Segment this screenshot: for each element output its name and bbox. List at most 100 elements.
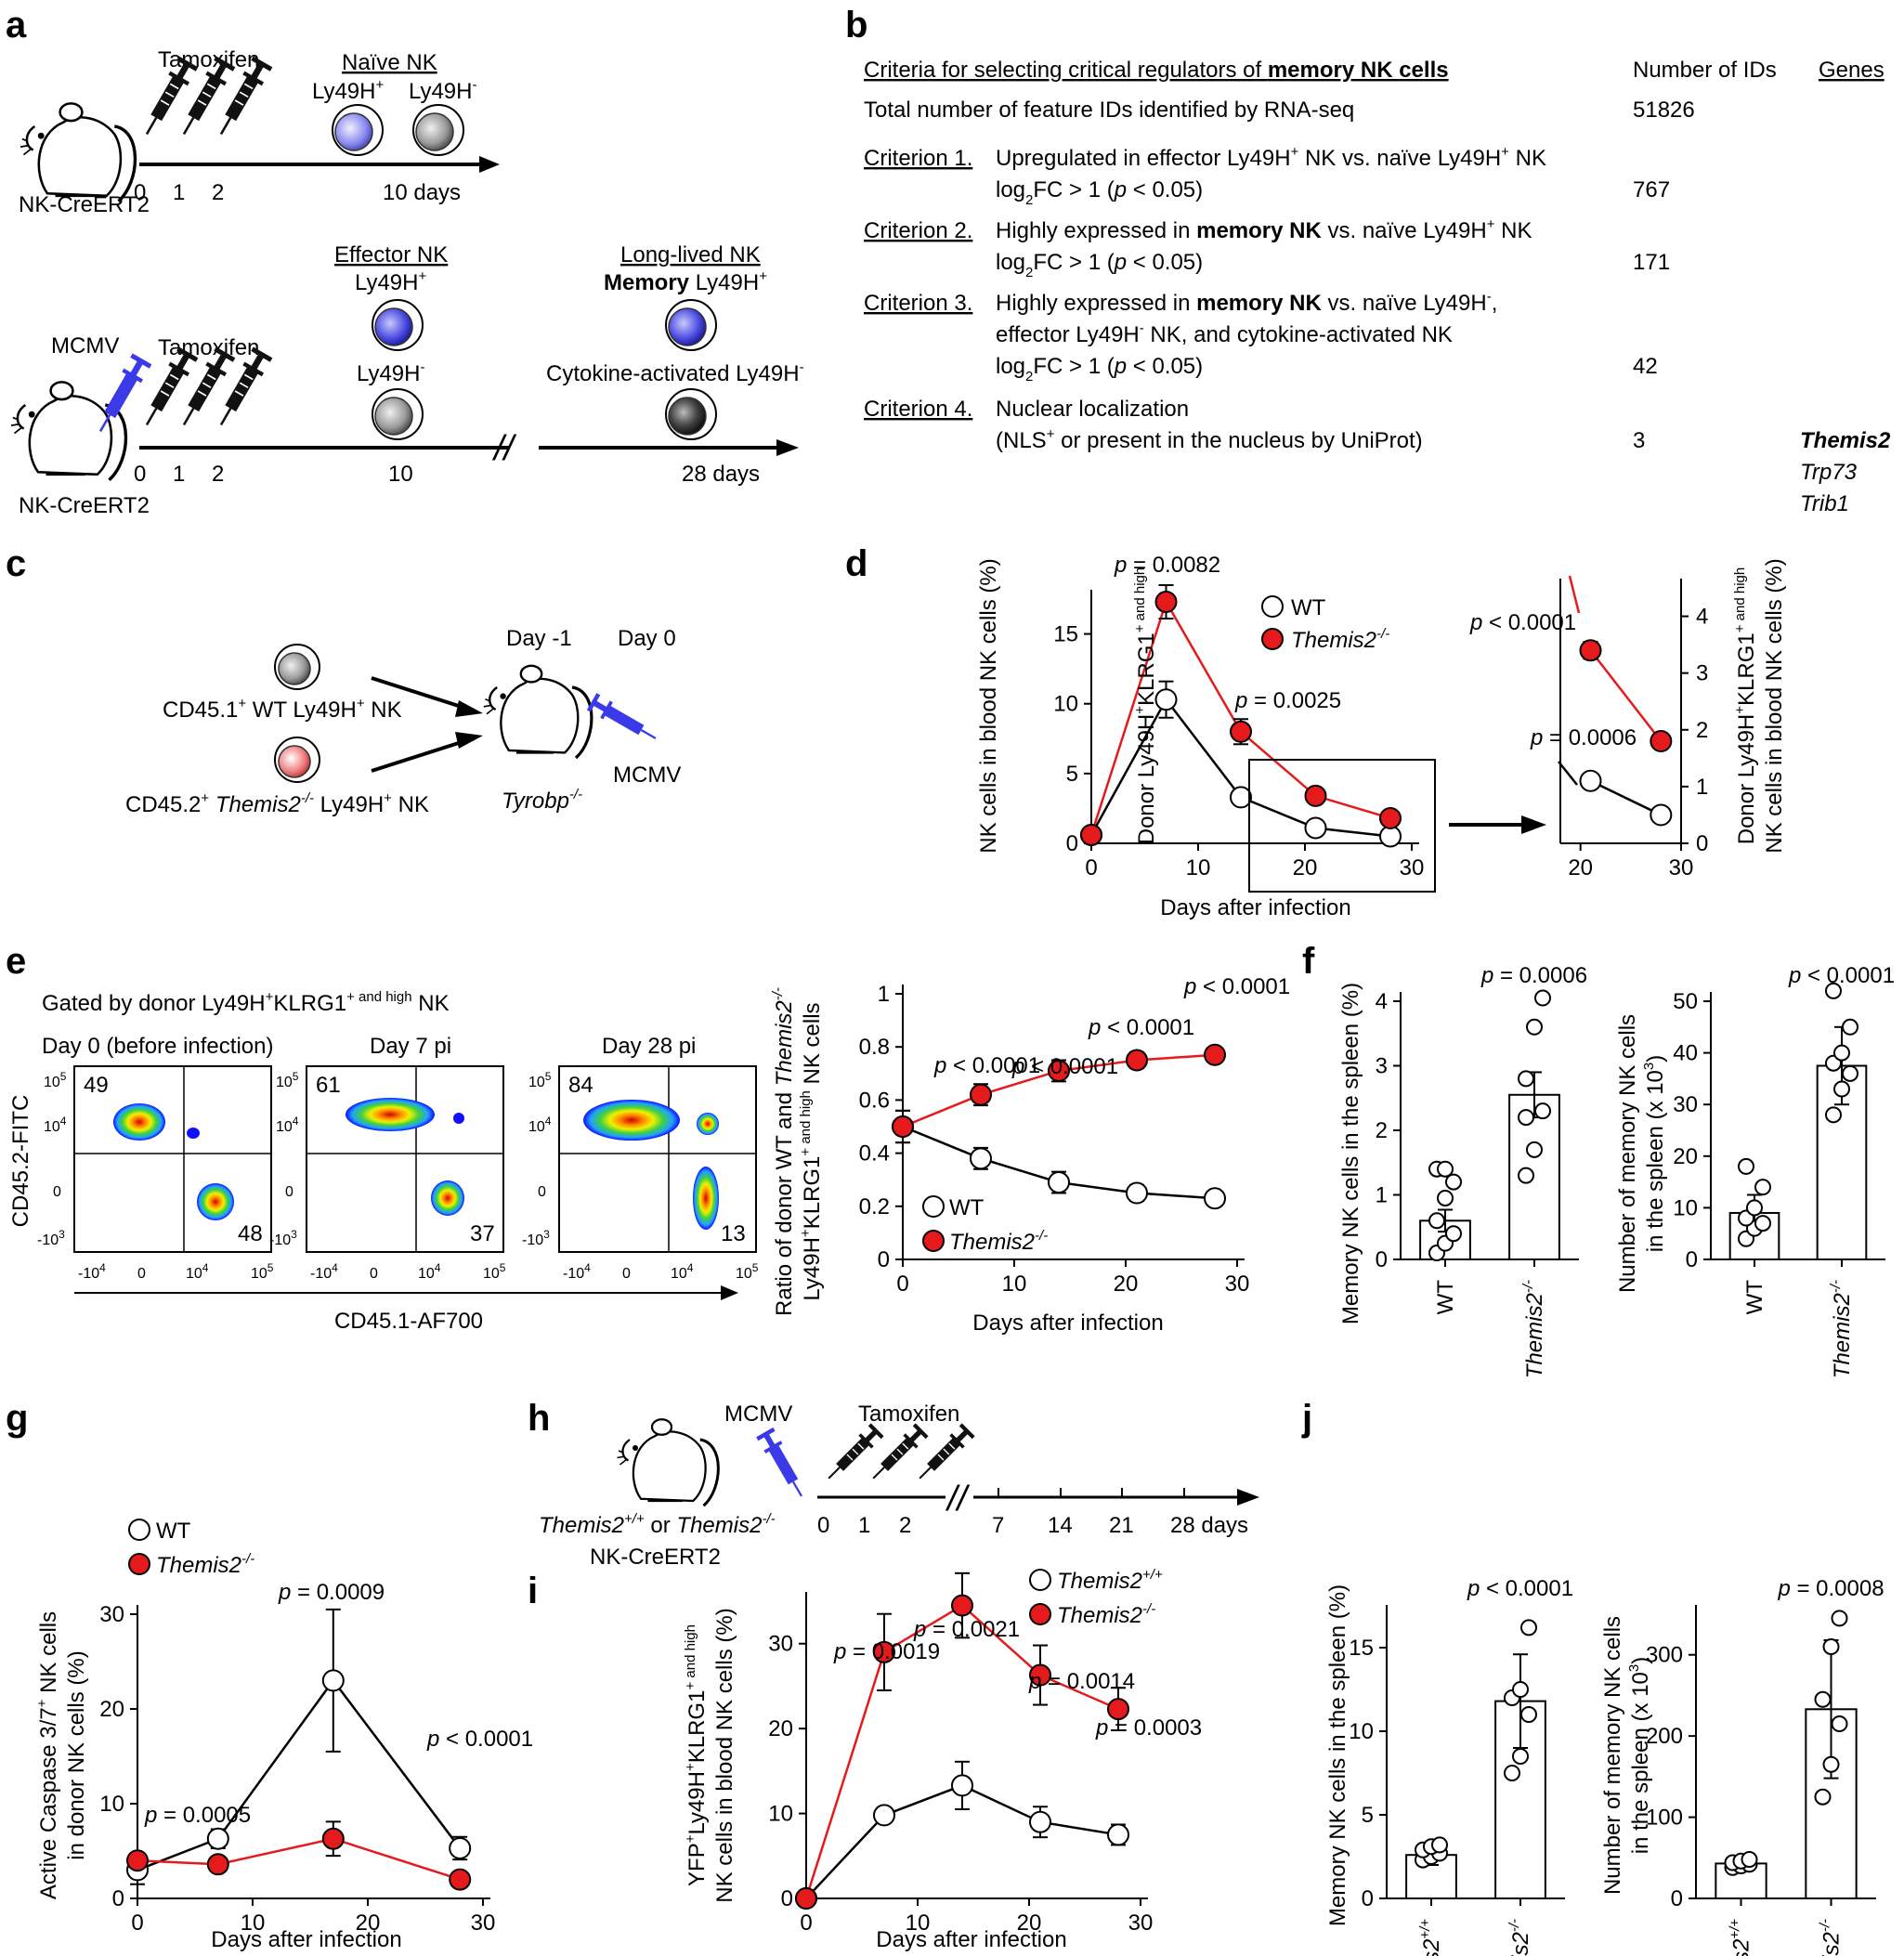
g-ylabel-1: Active Caspase 3/7+ NK cells <box>34 1611 61 1899</box>
chart-j-right: 0 100 200 300 Themis2+/+ Themis2-/- p = 0.0008 <box>1646 1576 1884 1956</box>
svg-text:0: 0 <box>285 1184 293 1200</box>
individual-point <box>1534 1102 1551 1120</box>
flow-ylabel: CD45.2-FITC <box>8 1095 33 1228</box>
ly49h-pos-label: Ly49H+ <box>355 268 426 295</box>
svg-text:-104: -104 <box>310 1261 338 1282</box>
tamoxifen-label-bottom: Tamoxifen <box>158 335 259 360</box>
svg-text:105: 105 <box>251 1261 274 1282</box>
criterion-3: Criterion 3. <box>864 291 972 316</box>
gene-trib1: Trib1 <box>1800 491 1849 516</box>
data-point-wt <box>1107 1823 1129 1846</box>
mouse-label-bottom: NK-CreERT2 <box>19 493 150 518</box>
wt-cells-label: CD45.1+ WT Ly49H+ NK <box>163 696 402 723</box>
panel-label-g: g <box>6 1398 28 1439</box>
tamoxifen-label: Tamoxifen <box>858 1402 959 1427</box>
criterion-4-line2: (NLS+ or present in the nucleus by UniPr… <box>996 426 1423 453</box>
y-tick-label: 5 <box>1362 1803 1374 1828</box>
day-label: 0 <box>134 180 146 205</box>
arrow-head-icon <box>776 439 799 456</box>
legend-marker-wt <box>128 1519 150 1541</box>
individual-point <box>1520 1619 1537 1637</box>
x-tick-label: 30 <box>1128 1910 1154 1936</box>
individual-point <box>1814 1690 1832 1708</box>
mouse-icon <box>616 1417 720 1507</box>
individual-point <box>1842 1018 1858 1036</box>
category-label: Themis2+/+ <box>1728 1919 1754 1956</box>
day-label: 28 days <box>1170 1513 1248 1538</box>
legend-marker-ko <box>128 1553 150 1575</box>
x-tick-label: 10 <box>241 1910 266 1936</box>
data-point-wt <box>1230 786 1252 809</box>
category-label: Themis2-/- <box>1828 1280 1855 1378</box>
arrow-head-icon <box>455 732 483 749</box>
flow-xlabel: CD45.1-AF700 <box>334 1309 483 1334</box>
y-tick-label: 0 <box>1696 831 1708 856</box>
y-tick-label: 50 <box>1673 989 1698 1014</box>
p-value-annotation: p < 0.0001 <box>1467 1576 1573 1601</box>
data-point-ko <box>1029 1663 1051 1687</box>
data-point-wt <box>970 1147 992 1170</box>
p-value-annotation: p < 0.0001 <box>1183 974 1290 999</box>
flow-lr-value: 13 <box>721 1221 746 1246</box>
y-tick-label: 1 <box>1376 1183 1388 1208</box>
panel-b: b Criteria for selecting critical regula… <box>845 5 1891 516</box>
panel-label-j: j <box>1301 1398 1312 1439</box>
p-value-annotation: p = 0.0008 <box>1777 1576 1884 1601</box>
y-tick-label: 1 <box>878 982 890 1007</box>
x-tick-label: 20 <box>1568 855 1593 880</box>
flow-ul-value: 49 <box>84 1073 109 1098</box>
flow-title-day7: Day 7 pi <box>370 1034 451 1059</box>
y-tick-label: 30 <box>1673 1092 1698 1117</box>
individual-point <box>1431 1836 1448 1854</box>
individual-point <box>1746 1199 1763 1217</box>
memory-ly49h-label: Memory Ly49H+ <box>604 268 767 295</box>
criterion-3-line2: effector Ly49H- NK, and cytokine-activat… <box>996 320 1453 347</box>
individual-point <box>1842 1064 1858 1082</box>
svg-text:-103: -103 <box>269 1228 297 1248</box>
individual-point <box>1822 1637 1840 1655</box>
d-ylabel-1: Donor Ly49H+KLRG1+ and high <box>1132 567 1159 844</box>
p-value-annotation: p < 0.0001 <box>1088 1015 1194 1040</box>
category-label: Themis2-/- <box>1818 1919 1845 1956</box>
zoom-box <box>1248 759 1436 893</box>
data-point-ko <box>206 1853 229 1876</box>
d-xlabel: Days after infection <box>1160 895 1350 920</box>
data-point-ko <box>873 1640 895 1663</box>
p-value-annotation: p = 0.0082 <box>1114 553 1220 578</box>
svg-text:104: 104 <box>44 1115 67 1135</box>
svg-text:-103: -103 <box>37 1228 65 1248</box>
individual-point <box>1445 1225 1462 1243</box>
criterion-3-n: 42 <box>1633 354 1658 379</box>
data-point-ko <box>1579 639 1602 662</box>
y-tick-label: 1 <box>1696 775 1708 800</box>
arrow-head-icon <box>721 1285 738 1300</box>
svg-text:-104: -104 <box>78 1261 106 1282</box>
y-tick-label: 300 <box>1646 1643 1683 1668</box>
flow-population <box>346 1098 435 1131</box>
panel-label-i: i <box>528 1571 538 1611</box>
svg-text:0: 0 <box>53 1184 61 1200</box>
panel-h: h MCMV Tamoxifen // 0 1 2 7 14 21 28 day… <box>528 1398 1259 1570</box>
individual-point <box>1814 1788 1832 1806</box>
data-point-wt <box>1650 803 1673 827</box>
x-tick-label: 0 <box>896 1271 908 1297</box>
flow-population <box>113 1103 165 1141</box>
longlived-nk-title: Long-lived NK <box>620 242 761 267</box>
legend-ko: Themis2-/- <box>1291 626 1389 653</box>
y-tick-label: 10 <box>1673 1195 1698 1220</box>
legend-wt: Themis2+/+ <box>1057 1567 1163 1594</box>
mcmv-label: MCMV <box>613 763 681 788</box>
ly49h-neg-label: Ly49H- <box>409 77 476 104</box>
individual-point <box>1504 1765 1520 1781</box>
legend-marker-ko <box>1261 628 1284 650</box>
data-point-wt <box>321 1669 345 1692</box>
svg-text:104: 104 <box>671 1261 694 1282</box>
i-ylabel-2: NK cells in blood NK cells (%) <box>712 1608 737 1902</box>
bar <box>1508 1093 1560 1261</box>
panel-a: a NK-CreERT2 Tamoxifen 0 1 2 10 days Naï… <box>6 5 804 518</box>
panel-c: c CD45.1+ WT Ly49H+ NK CD45.2+ Themis2-/… <box>6 543 681 817</box>
data-point-ko <box>1650 730 1673 752</box>
day-label: 21 <box>1109 1513 1134 1538</box>
